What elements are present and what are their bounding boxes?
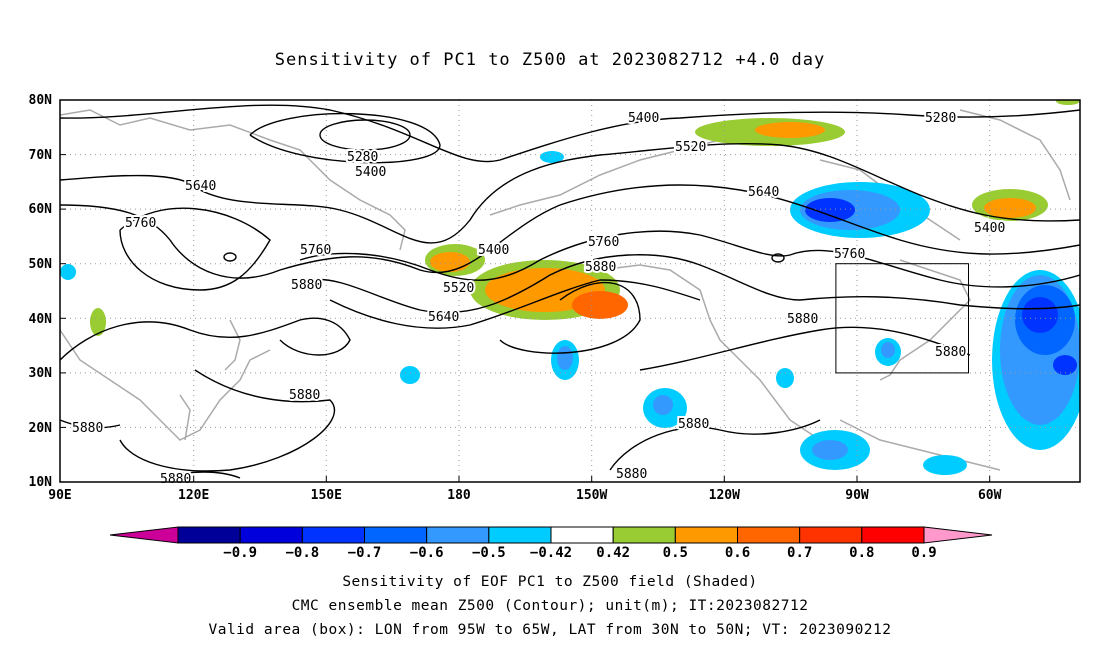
map-frame [59, 99, 1081, 483]
colorbar-swatch [426, 526, 490, 544]
contour-label: 5400 [478, 243, 509, 258]
lon-label: 120W [709, 488, 740, 503]
contour-label: 5880 [72, 421, 103, 436]
sensitivity-shading [60, 100, 1080, 475]
colorbar-swatch [737, 526, 801, 544]
colorbar-swatch [177, 526, 241, 544]
colorbar-label: −0.8 [285, 545, 319, 561]
contour-label: 5640 [185, 179, 216, 194]
lon-labels: 90E 120E 150E 180 150W 120W 90W 60W [48, 488, 1001, 503]
contour-labels: 5400 5280 5400 5520 5280 5640 5760 5640 … [70, 109, 1007, 489]
colorbar-end-low [109, 526, 179, 544]
contour-label: 5880 [289, 388, 320, 403]
contour-label: 5520 [675, 140, 706, 155]
contour-label: 5640 [428, 310, 459, 325]
contour-label: 5400 [628, 111, 659, 126]
colorbar-label: 0.42 [596, 545, 630, 561]
contour-label: 5880 [585, 260, 616, 275]
lat-label: 10N [29, 475, 53, 490]
colorbar-label: 0.8 [849, 545, 874, 561]
colorbar: −0.9 −0.8 −0.7 −0.6 −0.5 −0.42 0.42 0.5 0.6 0.7 0.… [109, 526, 993, 561]
lat-label: 40N [29, 312, 53, 327]
lat-label: 30N [29, 366, 53, 381]
colorbar-label: 0.6 [725, 545, 750, 561]
colorbar-swatch [488, 526, 552, 544]
axis-ticks [59, 99, 991, 483]
valid-area-box [835, 263, 970, 374]
colorbar-swatch [799, 526, 863, 544]
colorbar-label: 0.9 [911, 545, 936, 561]
colorbar-label: −0.5 [472, 545, 506, 561]
lon-label: 60W [978, 488, 1002, 503]
colorbar-swatch [301, 526, 366, 544]
contour-label: 5880 [787, 312, 818, 327]
contour-label: 5760 [834, 247, 865, 262]
colorbar-swatch [239, 526, 303, 544]
contour-label: 5880 [291, 278, 322, 293]
contour-label: 5880 [935, 345, 966, 360]
contour-label: 5880 [616, 467, 647, 482]
colorbar-swatch [861, 526, 925, 544]
colorbar-label: 0.7 [787, 545, 812, 561]
lat-label: 70N [29, 148, 53, 163]
contour-label: 5520 [443, 281, 474, 296]
caption-line-1: Sensitivity of EOF PC1 to Z500 field (Sh… [342, 574, 758, 590]
colorbar-label: 0.5 [663, 545, 688, 561]
z500-contours [60, 104, 1080, 479]
lat-label: 50N [29, 257, 53, 272]
colorbar-label: −0.9 [223, 545, 257, 561]
lon-label: 180 [447, 488, 471, 503]
contour-label: 5400 [355, 165, 386, 180]
colorbar-label: −0.7 [348, 545, 382, 561]
caption-line-3: Valid area (box): LON from 95W to 65W, L… [208, 622, 892, 638]
contour-label: 5880 [678, 417, 709, 432]
colorbar-label: −0.42 [530, 545, 572, 561]
lat-label: 60N [29, 202, 53, 217]
contour-label: 5400 [974, 221, 1005, 236]
contour-label: 5640 [748, 185, 779, 200]
lon-label: 150E [311, 488, 342, 503]
contour-label: 5760 [125, 216, 156, 231]
colorbar-swatch [612, 526, 676, 544]
colorbar-swatch [674, 526, 738, 544]
contour-label: 5880 [160, 472, 191, 487]
colorbar-swatch [550, 526, 614, 544]
contour-label: 5280 [925, 111, 956, 126]
contour-label: 5280 [347, 150, 378, 165]
colorbar-end-high [923, 526, 993, 544]
contour-label: 5760 [300, 243, 331, 258]
lat-label: 20N [29, 421, 53, 436]
contour-label: 5760 [588, 235, 619, 250]
lat-labels: 80N 70N 60N 50N 40N 30N 20N 10N [29, 93, 53, 490]
lon-label: 120E [178, 488, 209, 503]
colorbar-label: −0.6 [410, 545, 444, 561]
lon-label: 90E [48, 488, 71, 503]
lat-label: 80N [29, 93, 53, 108]
plot-title: Sensitivity of PC1 to Z500 at 2023082712… [274, 50, 826, 70]
lon-label: 90W [845, 488, 869, 503]
lon-label: 150W [576, 488, 607, 503]
colorbar-swatch [364, 526, 428, 544]
caption-line-2: CMC ensemble mean Z500 (Contour); unit(m… [291, 598, 809, 614]
